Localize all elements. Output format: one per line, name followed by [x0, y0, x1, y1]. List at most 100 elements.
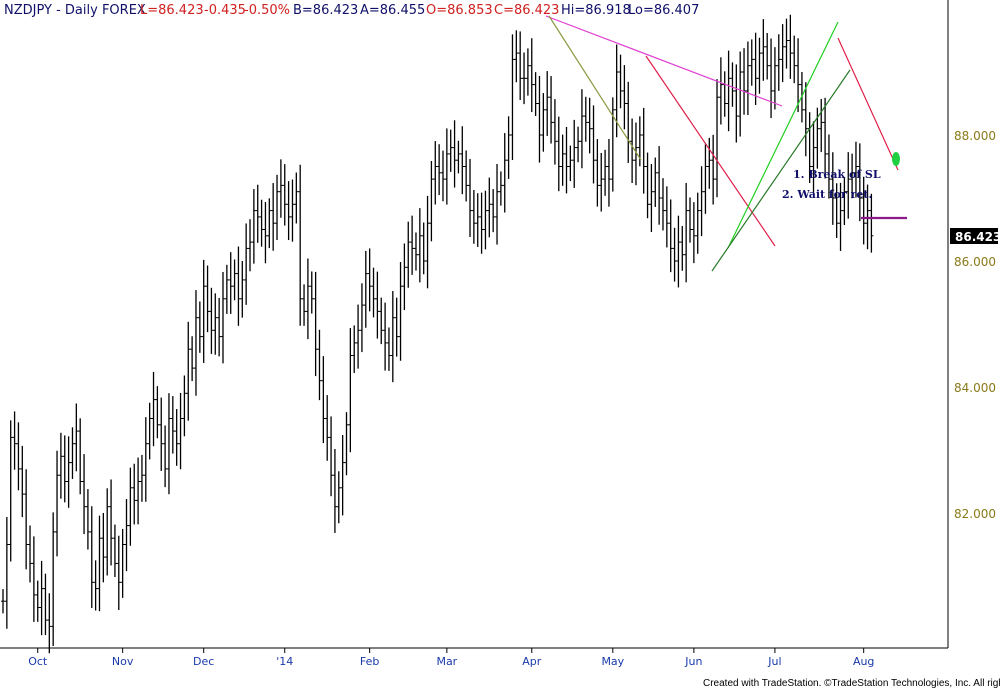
ohlc-bar	[74, 403, 79, 472]
ohlc-bar	[549, 76, 554, 144]
ohlc-bar	[502, 133, 507, 213]
x-tick-label: Jun	[684, 655, 702, 668]
ohlc-bar	[205, 265, 210, 333]
ohlc-bar	[139, 454, 144, 502]
ohlc-bar	[688, 197, 693, 243]
ohlc-bar	[220, 272, 225, 364]
ohlc-bar	[82, 454, 87, 535]
ohlc-bar	[39, 560, 44, 636]
ohlc-bar	[112, 524, 117, 578]
ohlc-bar	[251, 189, 256, 264]
ohlc-bar	[132, 463, 137, 525]
ohlc-bar	[174, 409, 179, 466]
ohlc-bar	[518, 31, 523, 100]
ohlc-bar	[819, 99, 824, 153]
ohlc-bar	[452, 120, 457, 188]
ohlc-bar	[16, 422, 21, 491]
ohlc-bar	[55, 450, 60, 557]
ohlc-bar	[8, 420, 13, 562]
ohlc-bar	[344, 412, 349, 476]
ohlc-bar	[163, 425, 168, 488]
header-high: Hi=86.918	[561, 3, 631, 18]
ohlc-bar	[468, 158, 473, 238]
ohlc-bar	[595, 139, 600, 207]
ohlc-bar	[471, 190, 476, 244]
header-last: L=86.423	[140, 3, 204, 18]
ohlc-bar	[707, 137, 712, 189]
green-signal-dot	[892, 152, 900, 166]
ohlc-bar	[487, 177, 492, 238]
ohlc-bar	[124, 499, 129, 572]
ohlc-bar	[576, 126, 581, 163]
ohlc-bar	[850, 153, 855, 199]
ohlc-bar	[232, 259, 237, 301]
ohlc-bar	[332, 449, 337, 533]
ohlc-bar	[186, 321, 191, 421]
ohlc-bar	[564, 126, 569, 194]
ohlc-bar	[109, 479, 114, 566]
ohlc-bar	[826, 134, 831, 199]
ohlc-bar	[383, 302, 388, 371]
ohlc-bar	[780, 24, 785, 83]
ohlc-bar	[286, 181, 291, 241]
note-wait-for-ret: 2. Wait for ret.	[782, 188, 872, 201]
header-bid: B=86.423	[293, 3, 358, 18]
ohlc-bar	[610, 97, 615, 192]
ohlc-bar	[846, 152, 851, 219]
ohlc-bar	[464, 150, 469, 202]
ohlc-bar	[20, 445, 25, 518]
ohlc-bar	[823, 97, 828, 179]
header-open: O=86.853	[426, 3, 493, 18]
ohlc-bar	[31, 536, 36, 622]
ohlc-bar	[842, 177, 847, 226]
ohlc-bar	[541, 93, 546, 152]
ohlc-bar	[533, 72, 538, 116]
ohlc-bar	[757, 37, 762, 94]
ohlc-bar	[155, 386, 160, 439]
header-close: C=86.423	[494, 3, 559, 18]
ohlc-bar	[765, 33, 770, 80]
ohlc-bar	[456, 140, 461, 174]
ohlc-bar	[166, 393, 171, 495]
x-tick-label: Nov	[112, 655, 134, 668]
ohlc-bar	[579, 89, 584, 169]
ohlc-bar	[583, 96, 588, 142]
header-change: -0.435	[204, 3, 246, 18]
ohlc-bar	[128, 467, 133, 546]
ohlc-bar	[742, 48, 747, 115]
ohlc-bar	[776, 34, 781, 91]
ohlc-bar	[753, 32, 758, 105]
ohlc-bar	[769, 38, 774, 119]
ohlc-bar	[417, 208, 422, 283]
ohlc-bar	[838, 182, 843, 251]
ohlc-bar	[352, 325, 357, 373]
ohlc-bar	[510, 34, 515, 161]
y-axis: 82.000 84.000 86.000 88.000	[954, 129, 996, 521]
ohlc-bar	[228, 252, 233, 314]
y-tick-label: 84.000	[954, 381, 996, 395]
ohlc-bar	[633, 122, 638, 186]
ohlc-bar	[35, 580, 40, 622]
ohlc-bar	[209, 287, 214, 354]
ohlc-bar	[425, 195, 430, 289]
ohlc-bar	[120, 528, 125, 598]
ohlc-bar	[255, 184, 260, 243]
ohlc-bar	[552, 99, 557, 165]
header-symbol: NZDJPY - Daily FOREX	[4, 3, 146, 18]
ohlc-bar	[448, 129, 453, 172]
ohlc-bar	[680, 226, 685, 271]
ohlc-bar	[43, 573, 48, 636]
ohlc-bar	[275, 174, 280, 241]
ohlc-bars	[1, 14, 874, 654]
ohlc-bar	[271, 183, 276, 251]
ohlc-bar	[599, 152, 604, 212]
ohlc-bar	[738, 51, 743, 137]
ohlc-bar	[788, 14, 793, 79]
last-price-box	[950, 228, 998, 244]
ohlc-bar	[525, 48, 530, 96]
ohlc-bar	[649, 163, 654, 233]
x-tick-label: Jul	[767, 655, 781, 668]
ohlc-bar	[379, 297, 384, 345]
ohlc-bar	[495, 163, 500, 245]
ohlc-bar	[792, 35, 797, 84]
